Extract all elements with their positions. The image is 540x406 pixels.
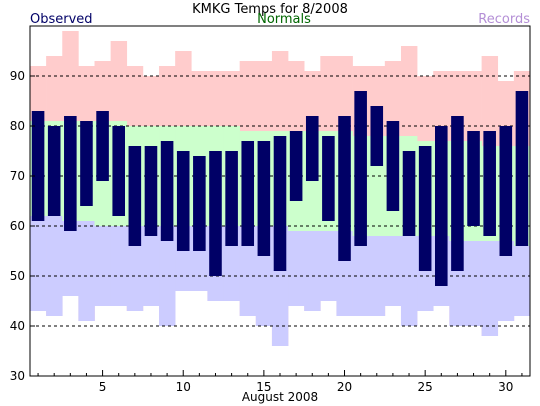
- chart-title: KMKG Temps for 8/2008: [192, 2, 348, 17]
- observed-bar: [225, 151, 238, 246]
- x-tick-label: 30: [498, 380, 513, 394]
- record-low-band: [110, 226, 128, 306]
- observed-bar: [273, 136, 287, 271]
- record-low-band: [400, 236, 418, 326]
- y-tick-label: 90: [10, 69, 25, 83]
- observed-bar: [467, 131, 480, 226]
- y-tick-label: 70: [10, 169, 25, 183]
- observed-bar: [96, 111, 109, 181]
- record-low-band: [159, 226, 176, 326]
- x-tick-label: 15: [256, 380, 271, 394]
- legend-normals: Normals: [257, 12, 311, 27]
- record-low-band: [142, 226, 160, 306]
- observed-bar: [322, 136, 335, 221]
- observed-bar: [499, 126, 513, 256]
- y-tick-label: 40: [10, 319, 25, 333]
- observed-bar: [386, 121, 400, 211]
- observed-bar: [241, 141, 255, 246]
- observed-bar: [80, 121, 93, 206]
- record-low-band: [497, 241, 515, 321]
- observed-bar: [160, 141, 174, 241]
- observed-bar: [483, 131, 496, 236]
- observed-bar: [193, 156, 206, 251]
- observed-bar: [435, 126, 448, 286]
- observed-bar: [305, 116, 319, 181]
- x-tick-label: 5: [99, 380, 107, 394]
- record-low-band: [304, 231, 321, 311]
- y-tick-label: 30: [10, 369, 25, 383]
- observed-bar: [402, 151, 416, 236]
- record-low-band: [384, 236, 402, 306]
- observed-bar: [257, 141, 271, 256]
- y-tick-label: 50: [10, 269, 25, 283]
- legend-observed: Observed: [30, 12, 93, 27]
- record-low-band: [62, 221, 79, 296]
- record-low-band: [481, 241, 499, 336]
- observed-bar: [64, 116, 77, 231]
- observed-bar: [354, 91, 367, 246]
- record-low-band: [94, 226, 111, 306]
- observed-bar: [144, 146, 158, 236]
- x-tick-label: 20: [337, 380, 352, 394]
- x-tick-label: 25: [418, 380, 433, 394]
- observed-bar: [370, 106, 384, 166]
- y-tick-label: 80: [10, 119, 25, 133]
- record-low-band: [320, 231, 337, 301]
- observed-bar: [112, 126, 125, 216]
- record-low-band: [126, 226, 144, 311]
- observed-bar: [451, 116, 464, 271]
- observed-bar: [515, 91, 529, 246]
- record-low-band: [288, 231, 305, 306]
- record-low-band: [239, 226, 257, 316]
- observed-bar: [418, 146, 432, 271]
- record-low-band: [368, 236, 386, 316]
- record-low-band: [46, 216, 63, 316]
- record-low-band: [513, 246, 531, 316]
- x-axis-label: August 2008: [242, 390, 318, 404]
- observed-bar: [289, 131, 303, 201]
- record-low-band: [78, 221, 95, 321]
- y-tick-label: 60: [10, 219, 25, 233]
- observed-bar: [47, 126, 61, 216]
- observed-bar: [176, 151, 190, 251]
- x-tick-label: 10: [176, 380, 191, 394]
- observed-bar: [31, 111, 45, 221]
- record-low-band: [465, 241, 482, 326]
- legend-records: Records: [478, 12, 530, 27]
- plot-area: 30 40 50 60 70 80 90 5 10 15 20 25 30: [10, 25, 531, 394]
- observed-bar: [338, 116, 351, 261]
- record-low-band: [30, 216, 47, 311]
- observed-bar: [128, 146, 142, 246]
- observed-bar: [209, 151, 222, 276]
